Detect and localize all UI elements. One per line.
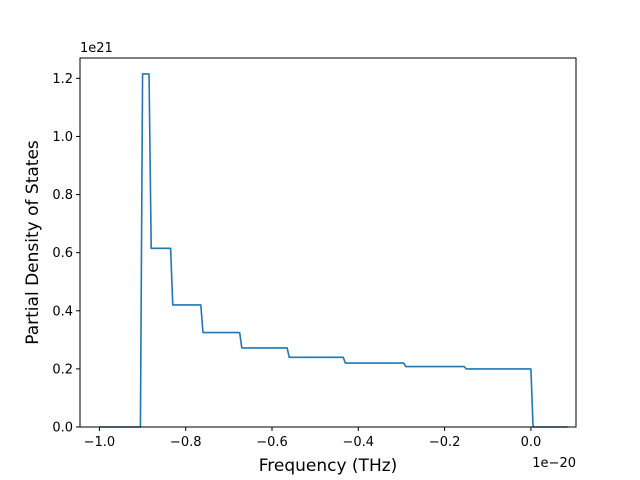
y-axis-label: Partial Density of States [23,140,43,345]
x-offset-text: 1e−20 [532,456,576,471]
x-tick-label: −0.8 [170,435,202,450]
x-axis-label: Frequency (THz) [259,456,398,476]
series-line-0 [99,73,568,428]
y-tick-label: 0.0 [52,421,73,436]
y-offset-text: 1e21 [80,41,113,56]
y-tick-label: 1.0 [52,130,73,145]
y-tick-label: 0.2 [52,362,73,377]
x-tick-label: −0.4 [343,435,375,450]
y-ticks: 0.0 0.2 0.4 0.6 0.8 1.0 1.2 [52,72,80,436]
x-tick-label: −1.0 [84,435,116,450]
y-tick-label: 0.8 [52,188,73,203]
plot-frame [79,57,577,428]
plot-area [80,58,576,427]
x-tick-label: −0.6 [256,435,288,450]
x-tick-label: −0.2 [429,435,461,450]
x-tick-label: 0.0 [521,435,542,450]
series-layer [99,73,568,428]
x-ticks: −1.0 −0.8 −0.6 −0.4 −0.2 0.0 [84,427,542,450]
y-tick-label: 1.2 [52,72,73,87]
y-tick-label: 0.6 [52,246,73,261]
y-tick-label: 0.4 [52,304,73,319]
